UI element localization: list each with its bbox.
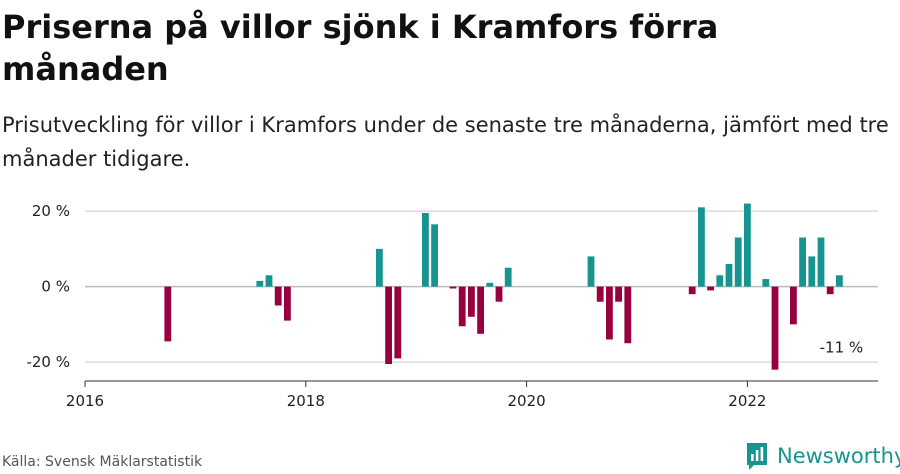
bar [688, 286, 696, 295]
bar [284, 286, 291, 321]
bar [477, 286, 484, 334]
bar [725, 263, 733, 287]
newsworthy-logo-icon [747, 443, 767, 470]
x-tick-label: 2018 [287, 392, 325, 410]
latest-value-label: -11 % [820, 339, 864, 357]
bar [606, 286, 613, 340]
bar [744, 203, 751, 287]
bar [596, 286, 604, 302]
bar [504, 267, 512, 287]
bar [587, 256, 595, 287]
bar [799, 237, 806, 287]
bar [274, 286, 282, 306]
x-tick-label: 2016 [66, 392, 104, 410]
bar [698, 207, 705, 287]
bar [449, 286, 457, 289]
bar [771, 286, 779, 370]
bar [265, 275, 273, 287]
bar [468, 286, 475, 317]
x-tick-label: 2022 [728, 392, 766, 410]
bar [808, 256, 816, 287]
y-tick-label: 0 % [41, 278, 70, 296]
y-tick-label: -20 % [26, 353, 70, 371]
bar [394, 286, 402, 359]
bar [615, 286, 622, 302]
brand-name: Newsworthy [777, 444, 900, 468]
chart-subtitle: Prisutveckling för villor i Kramfors und… [2, 113, 889, 171]
bar [164, 286, 172, 342]
bar [762, 279, 770, 287]
bar [836, 275, 843, 287]
bar [431, 224, 438, 287]
bar [256, 280, 264, 287]
bar [422, 212, 429, 287]
chart-title: Priserna på villor sjönk i Kramfors förr… [2, 8, 719, 88]
x-tick-label: 2020 [508, 392, 546, 410]
bar [826, 286, 834, 295]
bar [707, 286, 714, 291]
bar [486, 282, 494, 287]
bar [624, 286, 632, 344]
source-note: Källa: Svensk Mäklarstatistik [2, 454, 203, 470]
brand: Newsworthy [745, 441, 900, 471]
bar [376, 248, 383, 287]
y-tick-label: 20 % [32, 202, 70, 220]
bar [790, 286, 797, 325]
bar [495, 286, 503, 302]
bar [817, 237, 825, 287]
bar [734, 237, 742, 287]
bar [385, 286, 392, 365]
bar [716, 275, 724, 287]
bar [458, 286, 466, 327]
